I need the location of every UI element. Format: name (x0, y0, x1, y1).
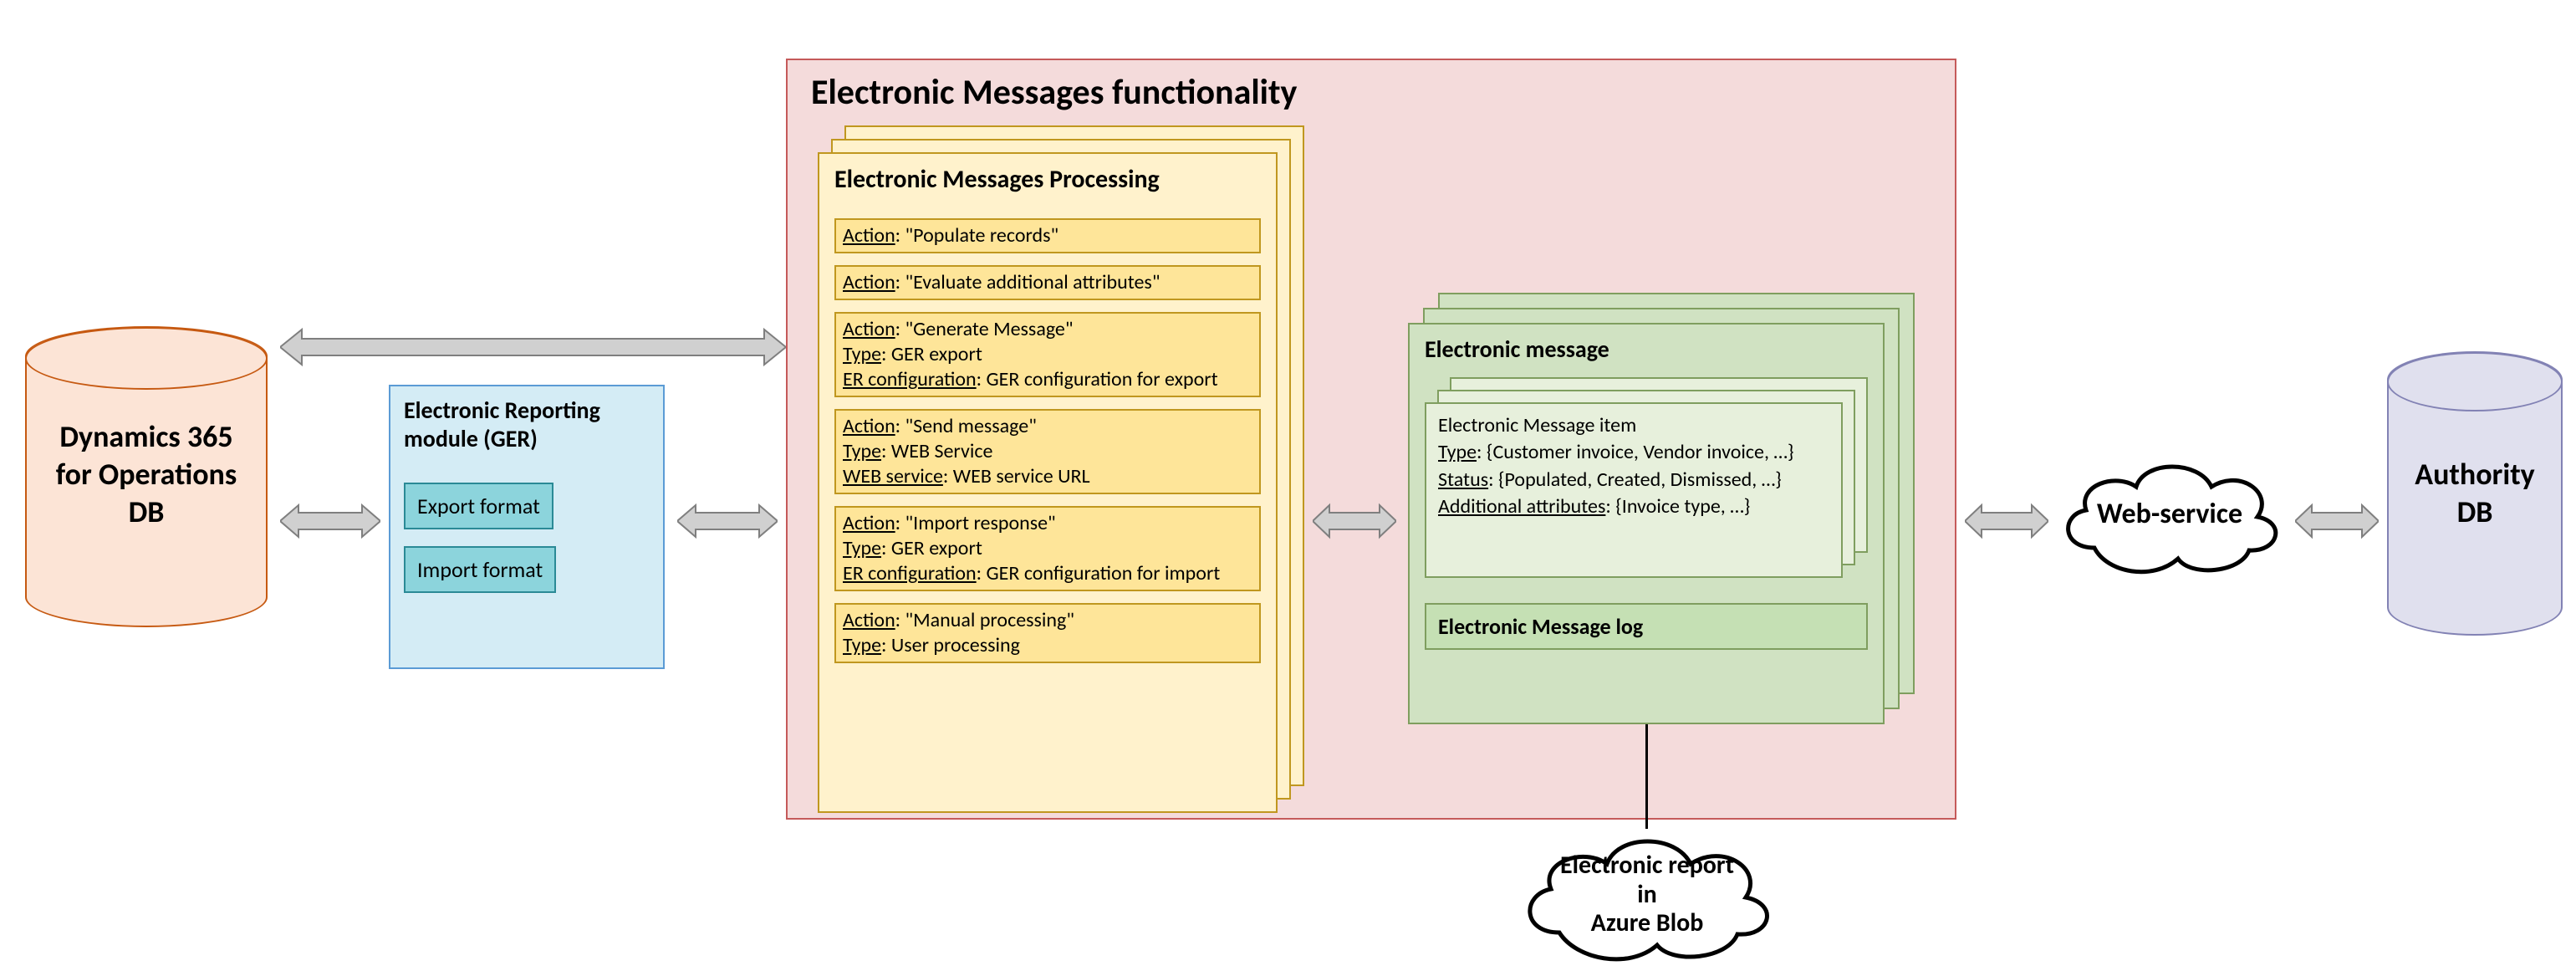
azure-blob-cloud: Electronic report in Azure Blob (1513, 824, 1781, 966)
action-box-4: Action: "Import response"Type: GER expor… (834, 506, 1261, 591)
web-service-cloud: Web-service (2053, 452, 2287, 577)
proc-stack-front: Electronic Messages Processing Action: "… (818, 152, 1278, 813)
action-box-1: Action: "Evaluate additional attributes" (834, 265, 1261, 300)
arrow-dyndb-ger (280, 502, 380, 540)
authority-db-label: Authority DB (2387, 456, 2563, 531)
action-box-2: Action: "Generate Message"Type: GER expo… (834, 312, 1261, 397)
arrow-webservice-authdb (2295, 502, 2379, 540)
msg-item-front: Electronic Message item Type: {Customer … (1425, 402, 1843, 578)
msg-stack-front: Electronic message Electronic Message it… (1408, 323, 1885, 724)
proc-stack-title: Electronic Messages Processing (834, 164, 1261, 195)
arrow-dyndb-em-long (280, 326, 786, 368)
dynamics-db-label: Dynamics 365 for Operations DB (25, 418, 268, 531)
action-box-5: Action: "Manual processing"Type: User pr… (834, 603, 1261, 663)
msg-stack-title: Electronic message (1425, 335, 1868, 364)
ger-export-format-button: Export format (404, 483, 553, 529)
ger-import-format-button: Import format (404, 546, 556, 593)
ger-panel: Electronic Reporting module (GER) Export… (389, 385, 665, 669)
arrow-ger-em (677, 502, 778, 540)
msg-log-box: Electronic Message log (1425, 603, 1868, 650)
action-box-3: Action: "Send message"Type: WEB ServiceW… (834, 409, 1261, 494)
action-box-0: Action: "Populate records" (834, 218, 1261, 253)
arrow-proc-msg (1313, 502, 1396, 540)
em-functionality-title: Electronic Messages functionality (811, 71, 1297, 114)
connector-msg-to-azure (1645, 724, 1648, 829)
ger-panel-title: Electronic Reporting module (GER) (404, 396, 650, 452)
arrow-msg-webservice (1965, 502, 2048, 540)
